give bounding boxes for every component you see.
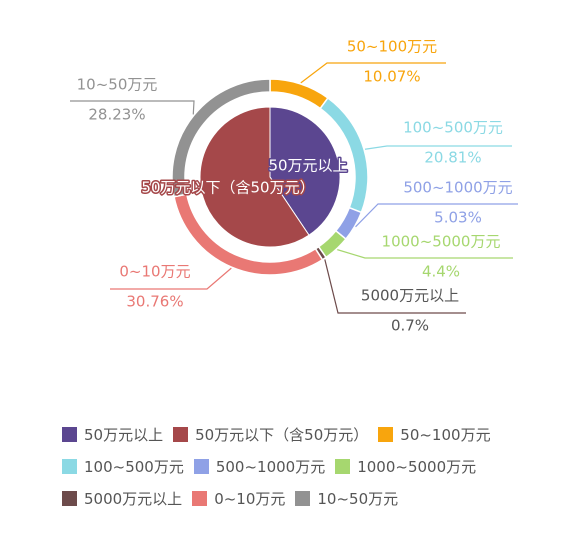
legend-label-0: 50万元以上: [84, 425, 164, 444]
inner-slice-label-1: 50万元以下（含50万元）: [141, 179, 314, 197]
callout-line-5: [110, 267, 232, 290]
legend-swatch-2: [378, 426, 394, 442]
outer-slice-6[interactable]: [171, 78, 271, 198]
legend-label-6: 5000万元以上: [84, 489, 183, 508]
legend: 50万元以上 50万元以下（含50万元） 50~100万元 100~500万元 500~…: [62, 424, 542, 508]
callout-value-6: 28.23%: [88, 106, 145, 124]
callout-name-6: 10~50万元: [77, 76, 158, 94]
legend-swatch-3: [62, 458, 77, 474]
legend-swatch-8: [295, 490, 311, 506]
legend-item-5[interactable]: 1000~5000万元: [335, 456, 476, 476]
callout-line-0: [300, 62, 446, 84]
legend-swatch-4: [193, 458, 209, 474]
callout-name-1: 100~500万元: [403, 119, 503, 137]
callout-labels: 50~100万元 10.07% 100~500万元 20.81% 500~1000万元 5…: [70, 38, 518, 335]
callout-name-5: 0~10万元: [119, 263, 190, 281]
legend-label-3: 100~500万元: [84, 457, 184, 476]
callout-name-3: 1000~5000万元: [382, 233, 501, 251]
outer-slice-0[interactable]: [269, 78, 329, 110]
legend-item-8[interactable]: 10~50万元: [295, 488, 398, 508]
legend-swatch-6: [62, 490, 77, 506]
legend-item-1[interactable]: 50万元以下（含50万元）: [173, 424, 368, 444]
inner-slice-label-0: 50万元以上: [268, 157, 347, 175]
outer-ring: [171, 78, 369, 276]
legend-item-6[interactable]: 5000万元以上: [62, 488, 182, 508]
legend-item-2[interactable]: 50~100万元: [378, 424, 491, 444]
legend-label-2: 50~100万元: [400, 425, 491, 444]
callout-line-6: [70, 100, 195, 115]
nested-donut-chart: 50~100万元 10.07% 100~500万元 20.81% 500~1000万元 5…: [70, 38, 518, 335]
legend-swatch-0: [62, 426, 77, 442]
legend-item-7[interactable]: 0~10万元: [192, 488, 285, 508]
legend-label-1: 50万元以下（含50万元）: [195, 425, 369, 444]
legend-label-4: 500~1000万元: [215, 457, 326, 476]
inner-slice-1[interactable]: [199, 106, 310, 248]
callout-line-2: [355, 203, 518, 228]
legend-item-0[interactable]: 50万元以上: [62, 424, 163, 444]
legend-label-5: 1000~5000万元: [357, 457, 477, 476]
callout-value-0: 10.07%: [363, 68, 420, 86]
legend-swatch-1: [173, 426, 189, 442]
callout-value-4: 0.7%: [391, 317, 429, 335]
callout-line-3: [337, 249, 513, 259]
callout-value-5: 30.76%: [126, 293, 183, 311]
callout-name-0: 50~100万元: [347, 38, 437, 56]
inner-labels: 50万元以上 50万元以下（含50万元）: [140, 155, 349, 198]
callout-line-4: [324, 259, 466, 314]
callout-value-1: 20.81%: [424, 149, 481, 167]
callout-name-2: 500~1000万元: [403, 179, 512, 197]
inner-slice-0[interactable]: [269, 106, 341, 236]
callout-name-4: 5000万元以上: [361, 287, 459, 305]
callout-value-3: 4.4%: [422, 263, 460, 281]
legend-swatch-7: [192, 490, 208, 506]
legend-label-7: 0~10万元: [214, 489, 286, 508]
legend-item-4[interactable]: 500~1000万元: [193, 456, 326, 476]
legend-swatch-5: [335, 458, 351, 474]
legend-label-8: 10~50万元: [317, 489, 399, 508]
legend-item-3[interactable]: 100~500万元: [62, 456, 184, 476]
inner-pie: [199, 106, 341, 248]
callout-value-2: 5.03%: [434, 209, 482, 227]
callout-line-1: [364, 145, 512, 150]
